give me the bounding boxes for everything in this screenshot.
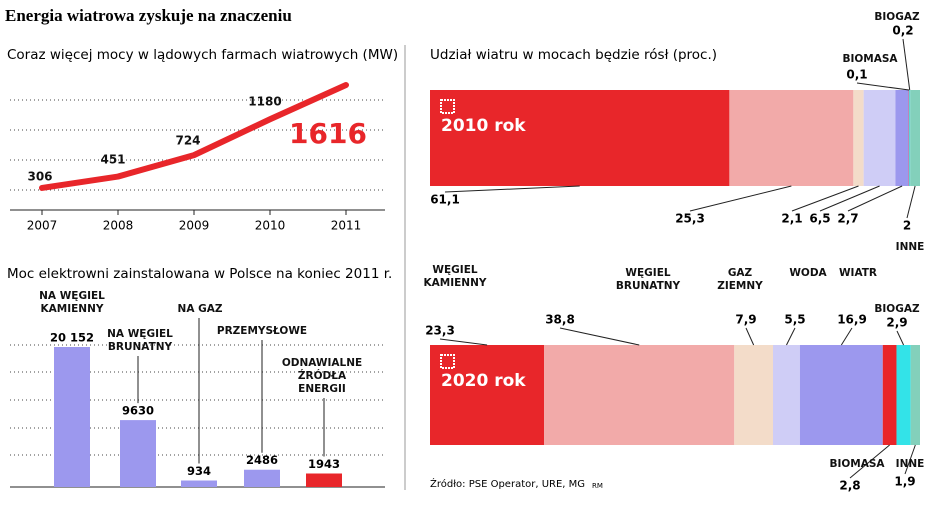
legend-label: BIOMASA (829, 458, 885, 470)
segment (853, 90, 864, 186)
x-tick-label: 2009 (179, 219, 210, 233)
leader (444, 185, 580, 193)
legend-label: WĘGIEL BRUNATNY (615, 267, 681, 292)
leader (689, 185, 792, 212)
leader (847, 185, 903, 212)
leader (791, 185, 859, 212)
legend-label: WIATR (838, 267, 878, 279)
data-label: 38,8 (545, 313, 575, 327)
category-label: NA WĘGIEL KAMIENNY (39, 290, 105, 315)
leader (904, 444, 916, 475)
data-label: 23,3 (425, 324, 455, 338)
category-label: 2020 rok (441, 371, 526, 391)
data-label: 20 152 (50, 331, 94, 345)
segment (896, 345, 911, 445)
segment (799, 345, 883, 445)
legend-label: BIOMASA (842, 53, 898, 65)
data-label: 451 (100, 153, 125, 167)
x-tick-label: 2010 (255, 219, 286, 233)
leader (896, 330, 905, 346)
credit: RM (592, 482, 603, 490)
leader (559, 327, 640, 346)
leader (840, 327, 853, 346)
segment (910, 90, 920, 186)
data-label: 9630 (122, 404, 154, 418)
data-label: 2,1 (781, 212, 802, 226)
x-tick-label: 2007 (27, 219, 58, 233)
legend-label: INNE (895, 458, 925, 470)
legend-label: WĘGIEL KAMIENNY (423, 264, 487, 289)
segment (544, 345, 735, 445)
data-label: 2,9 (886, 316, 907, 330)
leader (745, 327, 755, 346)
data-label: 2486 (246, 453, 278, 467)
data-label: 1180 (248, 95, 281, 109)
main-title: Energia wiatrowa zyskuje na znaczeniu (5, 6, 292, 25)
icon (440, 354, 455, 369)
chart-title: Moc elektrowni zainstalowana w Polsce na… (7, 266, 392, 282)
category-label: ODNAWIALNE ŹRÓDŁA ENERGII (281, 357, 363, 395)
icon (440, 99, 455, 114)
category-label: NA WĘGIEL BRUNATNY (107, 328, 173, 353)
leader (786, 327, 796, 346)
leader (856, 82, 910, 91)
leader (819, 185, 880, 212)
segment (729, 90, 854, 186)
data-label: 2 (903, 219, 911, 233)
legend-label: INNE (895, 241, 925, 253)
x-tick-label: 2011 (331, 219, 362, 233)
category-label: NA GAZ (177, 303, 223, 315)
legend-label: BIOGAZ (874, 11, 920, 23)
leader (849, 444, 890, 479)
data-label: 2,8 (839, 479, 860, 493)
data-label: 25,3 (675, 212, 705, 226)
data-label: 1616 (289, 117, 367, 150)
data-label: 2,7 (837, 212, 858, 226)
line (39, 82, 349, 191)
data-label: 0,1 (846, 68, 867, 82)
segment (734, 345, 773, 445)
data-label: 306 (27, 170, 52, 184)
data-label: 7,9 (735, 313, 756, 327)
bar (306, 473, 342, 487)
segment (430, 90, 730, 186)
data-label: 0,2 (892, 24, 913, 38)
bar (120, 420, 156, 487)
segment (773, 345, 800, 445)
bar (244, 469, 280, 487)
legend-label: GAZ ZIEMNY (717, 267, 763, 292)
category-label: 2010 rok (441, 116, 526, 136)
data-label: 16,9 (837, 313, 867, 327)
category-label: PRZEMYSŁOWE (216, 325, 308, 337)
x-tick-label: 2008 (103, 219, 134, 233)
data-label: 5,5 (784, 313, 805, 327)
chart-title: Coraz więcej mocy w lądowych farmach wia… (7, 47, 398, 63)
bar (54, 347, 90, 487)
segment (430, 345, 545, 445)
data-label: 6,5 (809, 212, 830, 226)
leader (439, 338, 488, 346)
leader (906, 185, 916, 219)
data-label: 61,1 (430, 193, 460, 207)
data-label: 1943 (308, 457, 340, 471)
data-label: 724 (175, 134, 200, 148)
segment (863, 90, 896, 186)
segment (882, 345, 897, 445)
legend-label: WODA (789, 267, 827, 279)
bar (181, 480, 217, 487)
legend-label: BIOGAZ (874, 303, 920, 315)
segment (909, 90, 911, 186)
chart-title: Udział wiatru w mocach będzie rósł (proc… (430, 47, 717, 63)
leader (902, 38, 911, 91)
data-label: 934 (187, 464, 211, 478)
source: Źródło: PSE Operator, URE, MG (430, 477, 585, 490)
segment (910, 345, 920, 445)
segment (895, 90, 909, 186)
data-label: 1,9 (894, 475, 915, 489)
